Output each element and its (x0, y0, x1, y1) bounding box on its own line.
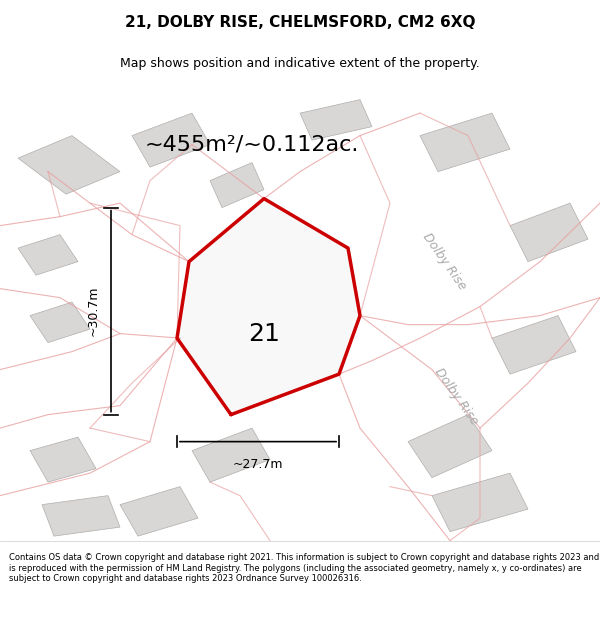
Polygon shape (30, 302, 90, 343)
Polygon shape (510, 203, 588, 262)
Polygon shape (408, 414, 492, 478)
Polygon shape (132, 113, 210, 167)
Polygon shape (210, 162, 264, 208)
Polygon shape (432, 473, 528, 532)
Polygon shape (18, 234, 78, 275)
Polygon shape (120, 487, 198, 536)
Text: ~27.7m: ~27.7m (233, 458, 283, 471)
Text: 21: 21 (248, 322, 280, 346)
Polygon shape (192, 428, 270, 482)
Text: 21, DOLBY RISE, CHELMSFORD, CM2 6XQ: 21, DOLBY RISE, CHELMSFORD, CM2 6XQ (125, 15, 475, 30)
Text: Contains OS data © Crown copyright and database right 2021. This information is : Contains OS data © Crown copyright and d… (9, 553, 599, 583)
Polygon shape (300, 99, 372, 140)
Text: Dolby Rise: Dolby Rise (419, 231, 469, 292)
Polygon shape (18, 136, 120, 194)
Text: Map shows position and indicative extent of the property.: Map shows position and indicative extent… (120, 57, 480, 70)
Polygon shape (42, 496, 120, 536)
Polygon shape (420, 113, 510, 172)
Text: ~30.7m: ~30.7m (86, 286, 100, 336)
Polygon shape (30, 437, 96, 482)
Polygon shape (177, 199, 360, 414)
Text: Dolby Rise: Dolby Rise (431, 366, 481, 428)
Polygon shape (492, 316, 576, 374)
Text: ~455m²/~0.112ac.: ~455m²/~0.112ac. (145, 134, 359, 154)
